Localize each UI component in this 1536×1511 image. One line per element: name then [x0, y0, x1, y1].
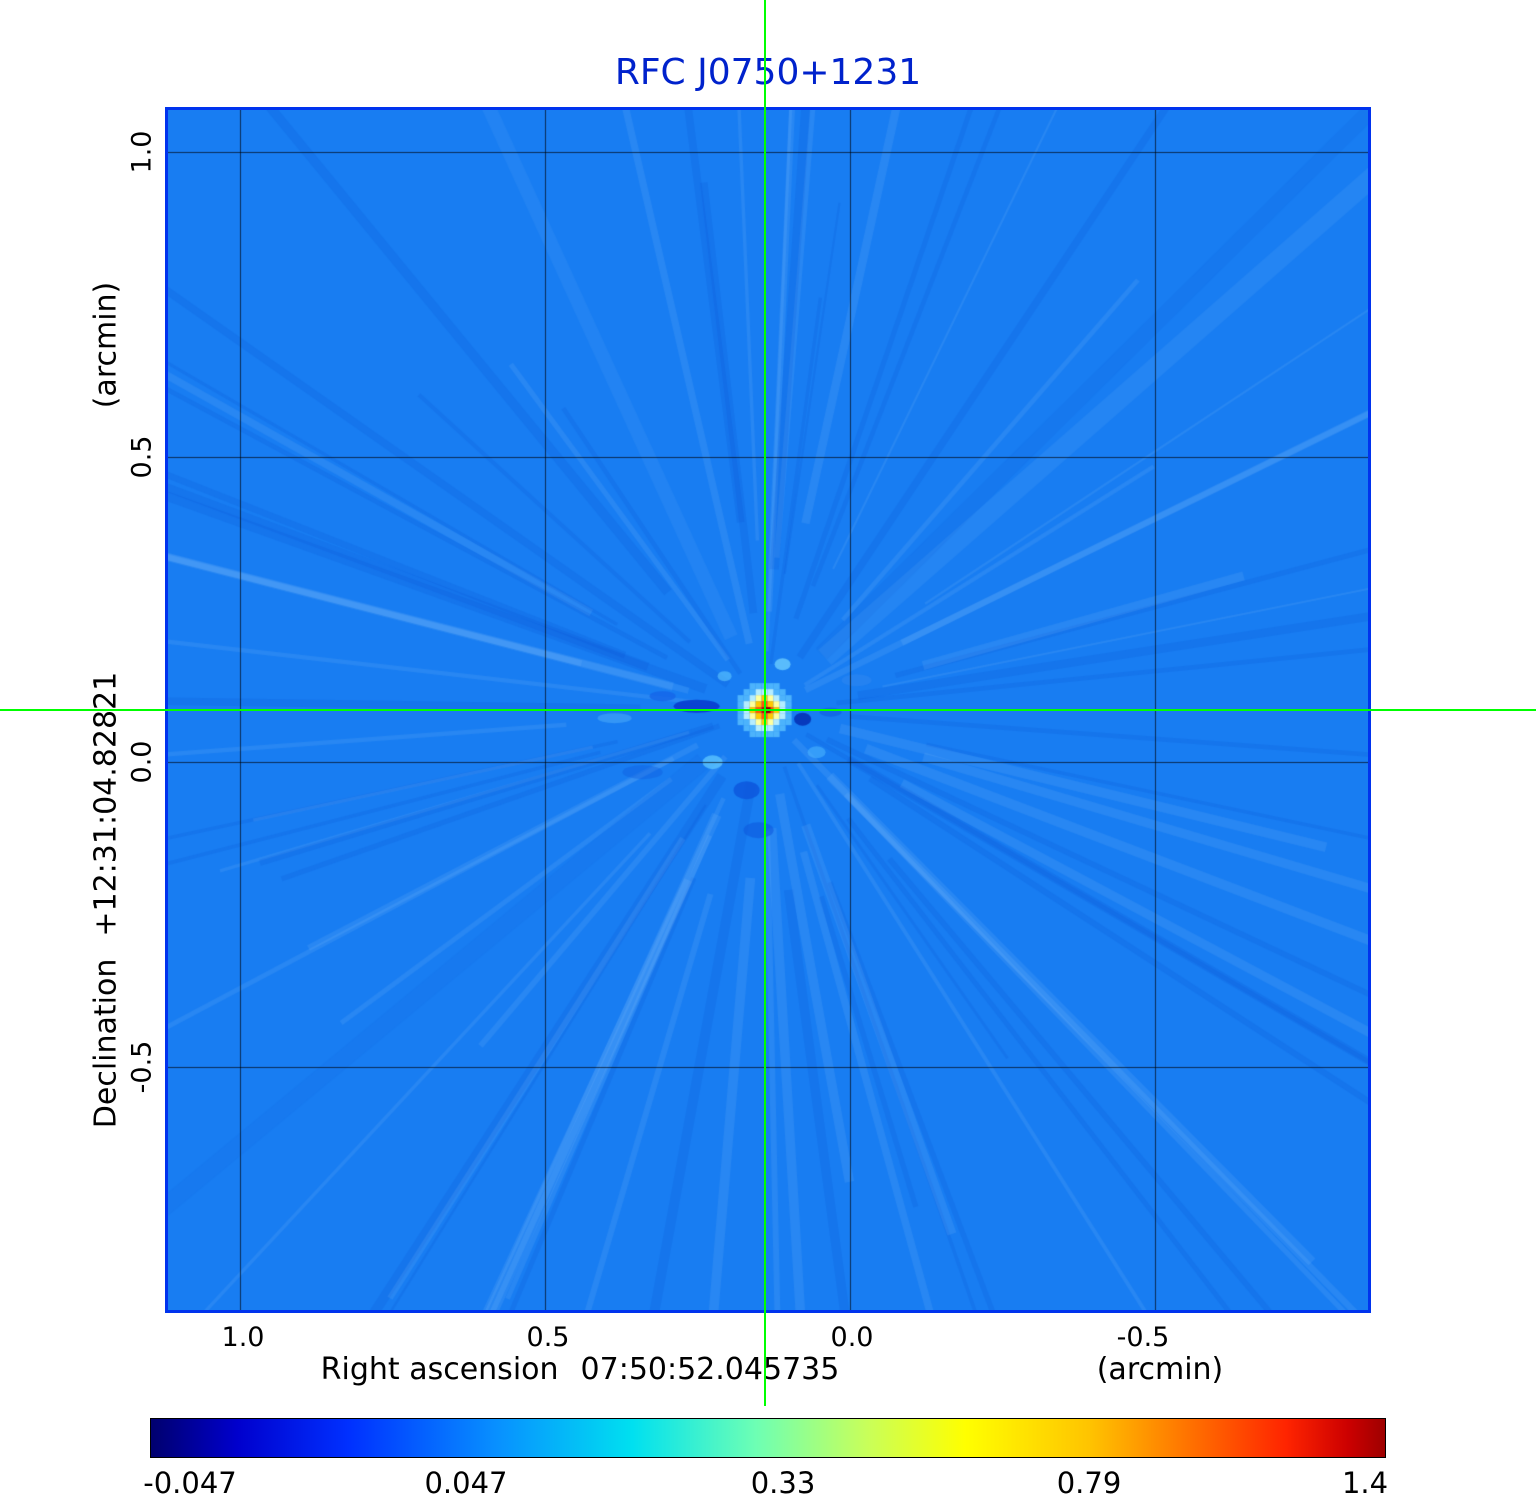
x-axis-center-coordinate: 07:50:52.045735: [580, 1352, 840, 1387]
colorbar-tick-label: 0.047: [424, 1466, 508, 1500]
y-axis-unit: (arcmin): [88, 281, 124, 409]
y-tick-label: -0.5: [126, 1040, 158, 1094]
y-tick-label: 0.5: [126, 435, 158, 479]
y-tick-label: 1.0: [126, 130, 158, 174]
x-tick-label: 0.0: [830, 1322, 874, 1353]
colorbar-tick-label: 0.33: [750, 1466, 816, 1500]
crosshair-vertical-line: [764, 0, 766, 1406]
x-tick-label: 0.5: [526, 1322, 570, 1353]
colorbar-tick-label: 0.79: [1056, 1466, 1122, 1500]
y-tick-label: 0.0: [126, 740, 158, 784]
y-axis-name: Declination: [88, 958, 124, 1129]
y-axis-label: Declination +12:31:04.82821: [89, 672, 124, 1128]
y-axis-center-coordinate: +12:31:04.82821: [88, 671, 124, 937]
x-axis-unit: (arcmin): [1096, 1352, 1224, 1387]
x-tick-label: -0.5: [1116, 1322, 1170, 1353]
x-tick-label: 1.0: [221, 1322, 265, 1353]
colorbar: [150, 1418, 1386, 1458]
colorbar-tick-label: 1.4: [1341, 1466, 1389, 1500]
x-axis-label: Right ascension 07:50:52.045735: [321, 1352, 840, 1387]
page-title: RFC J0750+1231: [614, 52, 922, 93]
crosshair-horizontal-line: [0, 709, 1536, 711]
colorbar-tick-label: -0.047: [143, 1466, 237, 1500]
x-axis-name: Right ascension: [320, 1352, 559, 1387]
